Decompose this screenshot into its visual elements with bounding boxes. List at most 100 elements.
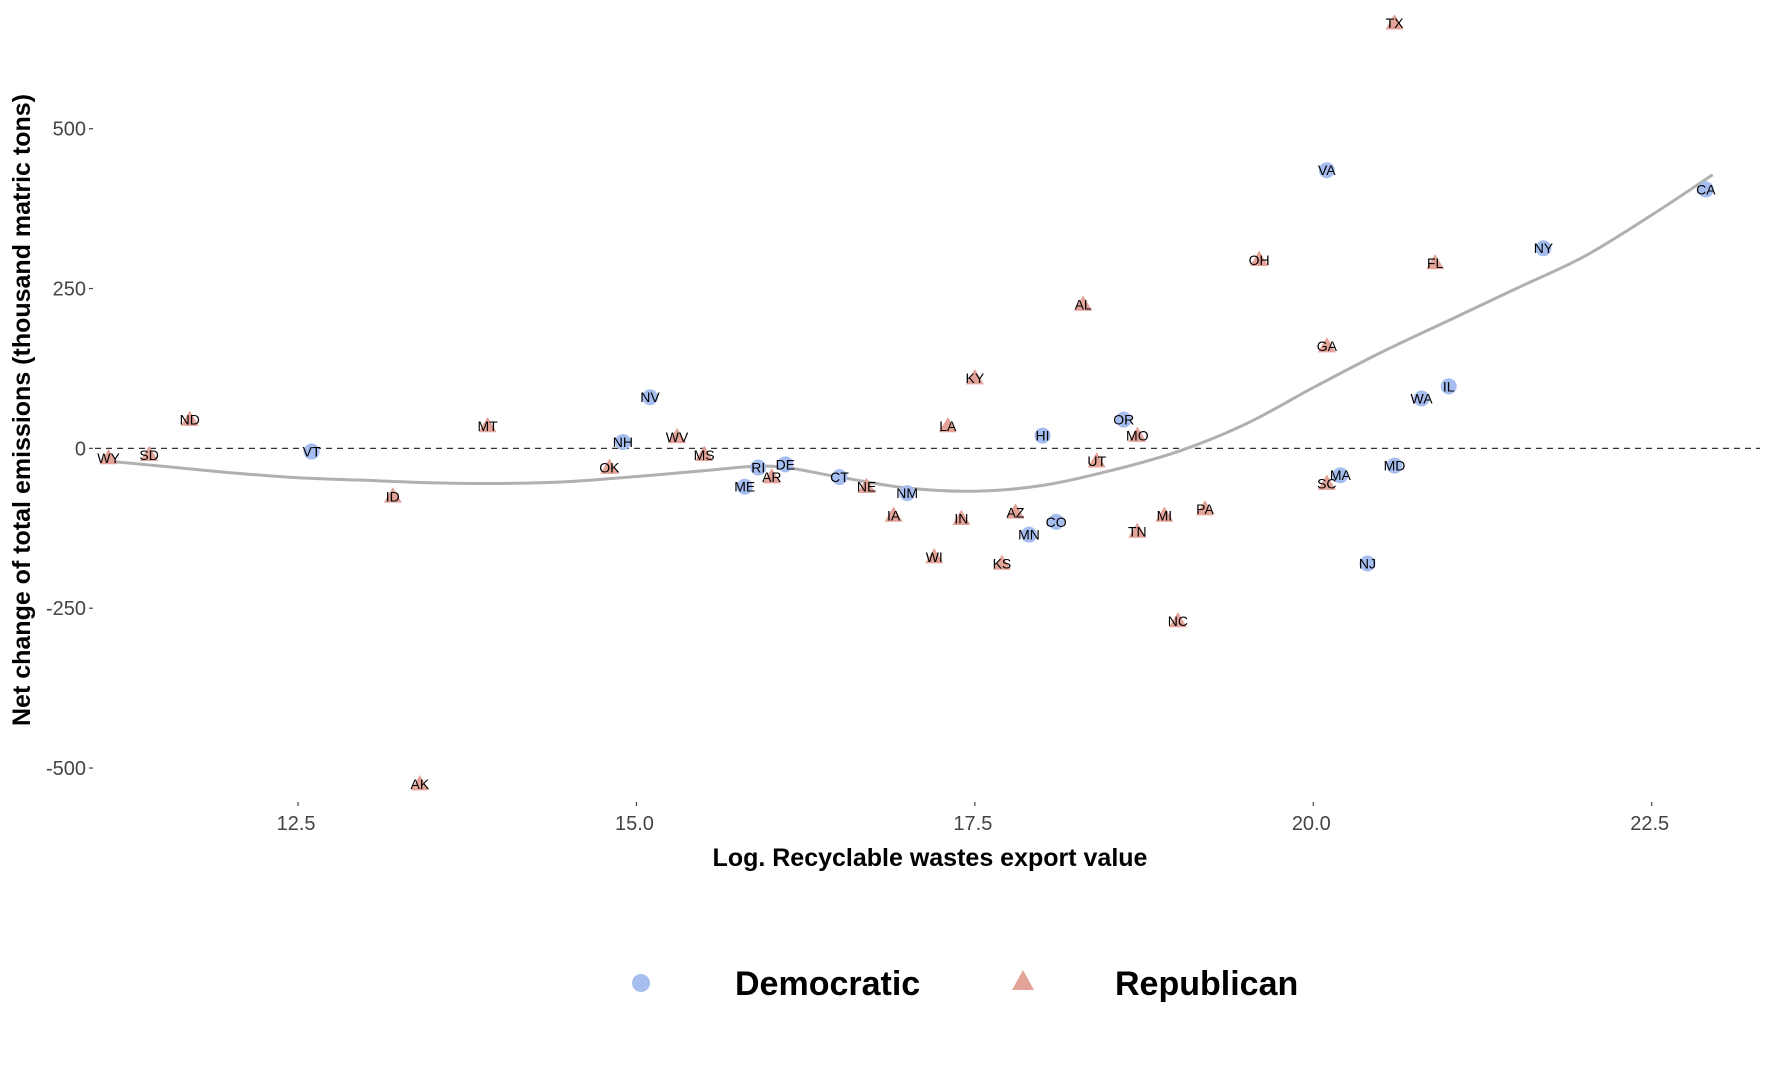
point-tx	[1385, 14, 1404, 30]
point-label-ut: UT	[1087, 453, 1106, 469]
point-ca	[1697, 181, 1714, 198]
x-tick-label: 17.5	[953, 813, 992, 835]
legend: Democratic Republican	[632, 965, 1298, 1003]
point-va	[1318, 162, 1335, 179]
point-label-va: VA	[1318, 162, 1336, 178]
point-ny	[1535, 240, 1552, 257]
legend-republican-label: Republican	[1115, 965, 1298, 1003]
point-label-ak: AK	[411, 776, 430, 792]
point-in	[952, 509, 971, 525]
point-label-wy: WY	[97, 450, 120, 466]
y-axis-title: Net change of total emissions (thousand …	[8, 94, 36, 726]
x-tick-label: 12.5	[277, 813, 316, 835]
point-fl	[1426, 253, 1445, 270]
point-wv	[668, 427, 687, 444]
point-al	[1074, 295, 1093, 311]
y-tick-label: 250	[53, 279, 86, 301]
y-tick-label: 0	[75, 438, 86, 460]
point-or	[1115, 411, 1132, 428]
point-il	[1440, 378, 1457, 395]
point-label-ky: KY	[966, 370, 985, 386]
point-ne	[857, 477, 876, 494]
point-nd	[180, 410, 199, 426]
point-ut	[1087, 452, 1106, 468]
x-tick-label: 22.5	[1630, 813, 1669, 835]
point-me	[736, 478, 753, 495]
point-md	[1386, 457, 1403, 474]
point-label-hi: HI	[1036, 428, 1050, 444]
point-label-md: MD	[1384, 458, 1406, 474]
x-tick-label: 15.0	[615, 813, 654, 835]
point-label-de: DE	[776, 456, 795, 472]
point-label-ok: OK	[599, 460, 620, 476]
point-label-ct: CT	[830, 469, 849, 485]
point-az	[1006, 503, 1025, 519]
point-label-nv: NV	[640, 389, 660, 405]
point-nc	[1168, 611, 1187, 628]
x-tick-label: 20.0	[1292, 813, 1331, 835]
point-label-mi: MI	[1157, 507, 1173, 523]
point-wy	[99, 448, 118, 465]
point-label-vt: VT	[303, 444, 321, 460]
point-hi	[1034, 427, 1051, 444]
point-label-ia: IA	[887, 507, 901, 523]
point-label-ca: CA	[1696, 181, 1716, 197]
point-ri	[750, 459, 767, 476]
point-label-al: AL	[1075, 297, 1092, 313]
point-oh	[1250, 250, 1269, 267]
point-label-in: IN	[954, 511, 968, 527]
point-sd	[140, 445, 159, 462]
y-tick-label: -250	[46, 598, 86, 620]
point-ga	[1317, 337, 1336, 353]
point-label-mo: MO	[1126, 428, 1149, 444]
point-label-wa: WA	[1411, 390, 1434, 406]
point-label-nc: NC	[1168, 613, 1188, 629]
point-la	[938, 416, 957, 433]
point-label-sd: SD	[139, 447, 158, 463]
point-ia	[884, 506, 903, 522]
point-label-fl: FL	[1427, 255, 1444, 271]
x-axis-title: Log. Recyclable wastes export value	[713, 844, 1148, 872]
point-sc	[1317, 474, 1336, 490]
point-label-az: AZ	[1007, 504, 1025, 520]
point-label-nm: NM	[896, 485, 918, 501]
legend-democratic-label: Democratic	[735, 965, 920, 1003]
x-axis: 12.5 15.0 17.5 20.0 22.5	[277, 802, 1669, 835]
point-id	[383, 487, 402, 503]
point-ak	[410, 775, 429, 791]
point-label-sc: SC	[1317, 476, 1336, 492]
point-mn	[1021, 526, 1038, 543]
point-label-la: LA	[939, 418, 957, 434]
point-label-ne: NE	[857, 479, 876, 495]
point-ct	[831, 469, 848, 486]
point-label-ga: GA	[1317, 338, 1338, 354]
point-nj	[1359, 555, 1376, 572]
legend-republican-marker	[1012, 970, 1034, 990]
y-tick-label: -500	[46, 758, 86, 780]
data-points	[99, 14, 1714, 791]
point-label-ri: RI	[751, 460, 765, 476]
point-label-id: ID	[386, 488, 400, 504]
point-label-ms: MS	[694, 447, 715, 463]
point-tn	[1128, 522, 1147, 538]
legend-democratic-marker	[632, 974, 650, 992]
point-wi	[925, 548, 944, 564]
point-ar	[762, 468, 781, 484]
point-label-tx: TX	[1386, 15, 1405, 31]
point-label-ma: MA	[1330, 467, 1352, 483]
point-ok	[600, 458, 619, 474]
point-ks	[992, 554, 1011, 570]
point-label-co: CO	[1046, 514, 1067, 530]
point-label-ks: KS	[993, 555, 1012, 571]
point-mi	[1155, 506, 1174, 522]
smooth-trend-line	[108, 173, 1714, 493]
point-label-or: OR	[1113, 412, 1134, 428]
point-label-ar: AR	[762, 469, 781, 485]
point-nh	[614, 433, 631, 450]
point-vt	[303, 443, 320, 460]
point-co	[1048, 513, 1065, 530]
point-label-wi: WI	[926, 549, 943, 565]
point-label-mn: MN	[1018, 527, 1040, 543]
point-pa	[1196, 500, 1214, 516]
